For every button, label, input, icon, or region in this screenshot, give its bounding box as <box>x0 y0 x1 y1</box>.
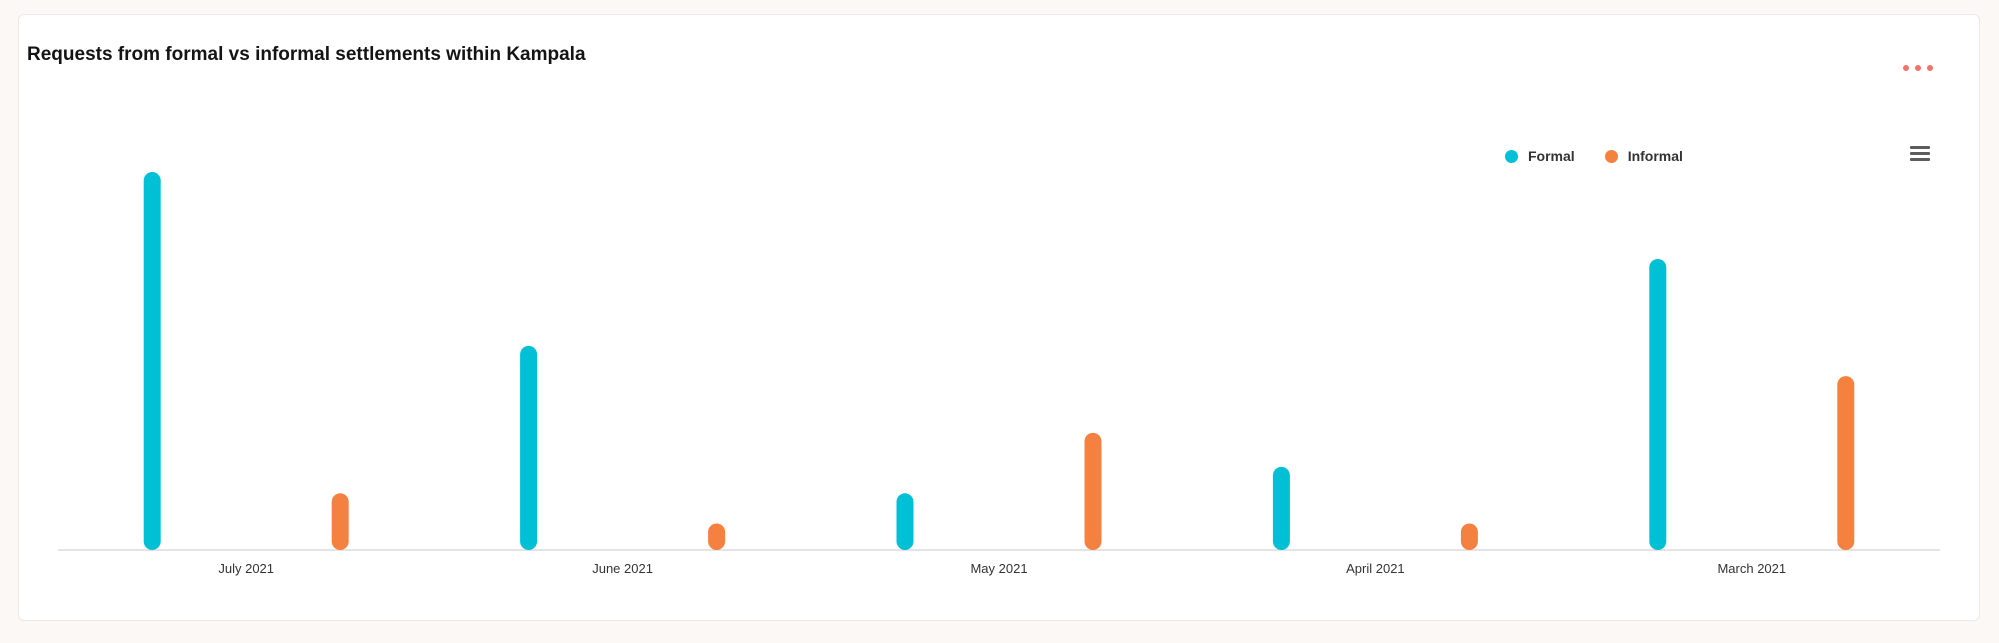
hamburger-menu-icon[interactable] <box>1910 146 1932 164</box>
legend-item-informal[interactable]: Informal <box>1604 148 1683 164</box>
chart-title: Requests from formal vs informal settlem… <box>27 44 586 65</box>
dot <box>1903 65 1909 71</box>
dot <box>1927 65 1933 71</box>
bar-informal-june-2021[interactable] <box>708 523 726 550</box>
bar-formal-july-2021[interactable] <box>143 172 161 550</box>
legend-swatch-informal <box>1604 149 1618 163</box>
more-options-icon[interactable] <box>1903 58 1933 78</box>
x-tick-label: March 2021 <box>1717 561 1786 576</box>
x-tick-label: April 2021 <box>1346 561 1405 576</box>
bar-formal-june-2021[interactable] <box>520 345 538 550</box>
chart-legend: Formal Informal <box>1505 148 1713 164</box>
x-tick-label: May 2021 <box>970 561 1027 576</box>
bar-formal-march-2021[interactable] <box>1649 258 1667 550</box>
legend-label-informal: Informal <box>1627 148 1683 164</box>
bar-informal-april-2021[interactable] <box>1460 523 1478 550</box>
x-tick-label: June 2021 <box>592 561 653 576</box>
bar-formal-may-2021[interactable] <box>896 493 914 550</box>
dot <box>1915 65 1921 71</box>
menu-line <box>1910 146 1930 149</box>
bar-informal-july-2021[interactable] <box>331 493 349 550</box>
bar-formal-april-2021[interactable] <box>1272 466 1290 550</box>
legend-label-formal: Formal <box>1528 148 1575 164</box>
menu-line <box>1910 152 1930 155</box>
legend-swatch-formal <box>1505 149 1518 163</box>
legend-item-formal[interactable]: Formal <box>1505 148 1575 164</box>
bar-informal-march-2021[interactable] <box>1837 376 1855 550</box>
menu-line <box>1910 158 1930 161</box>
bar-informal-may-2021[interactable] <box>1084 432 1102 550</box>
x-tick-label: July 2021 <box>218 561 274 576</box>
